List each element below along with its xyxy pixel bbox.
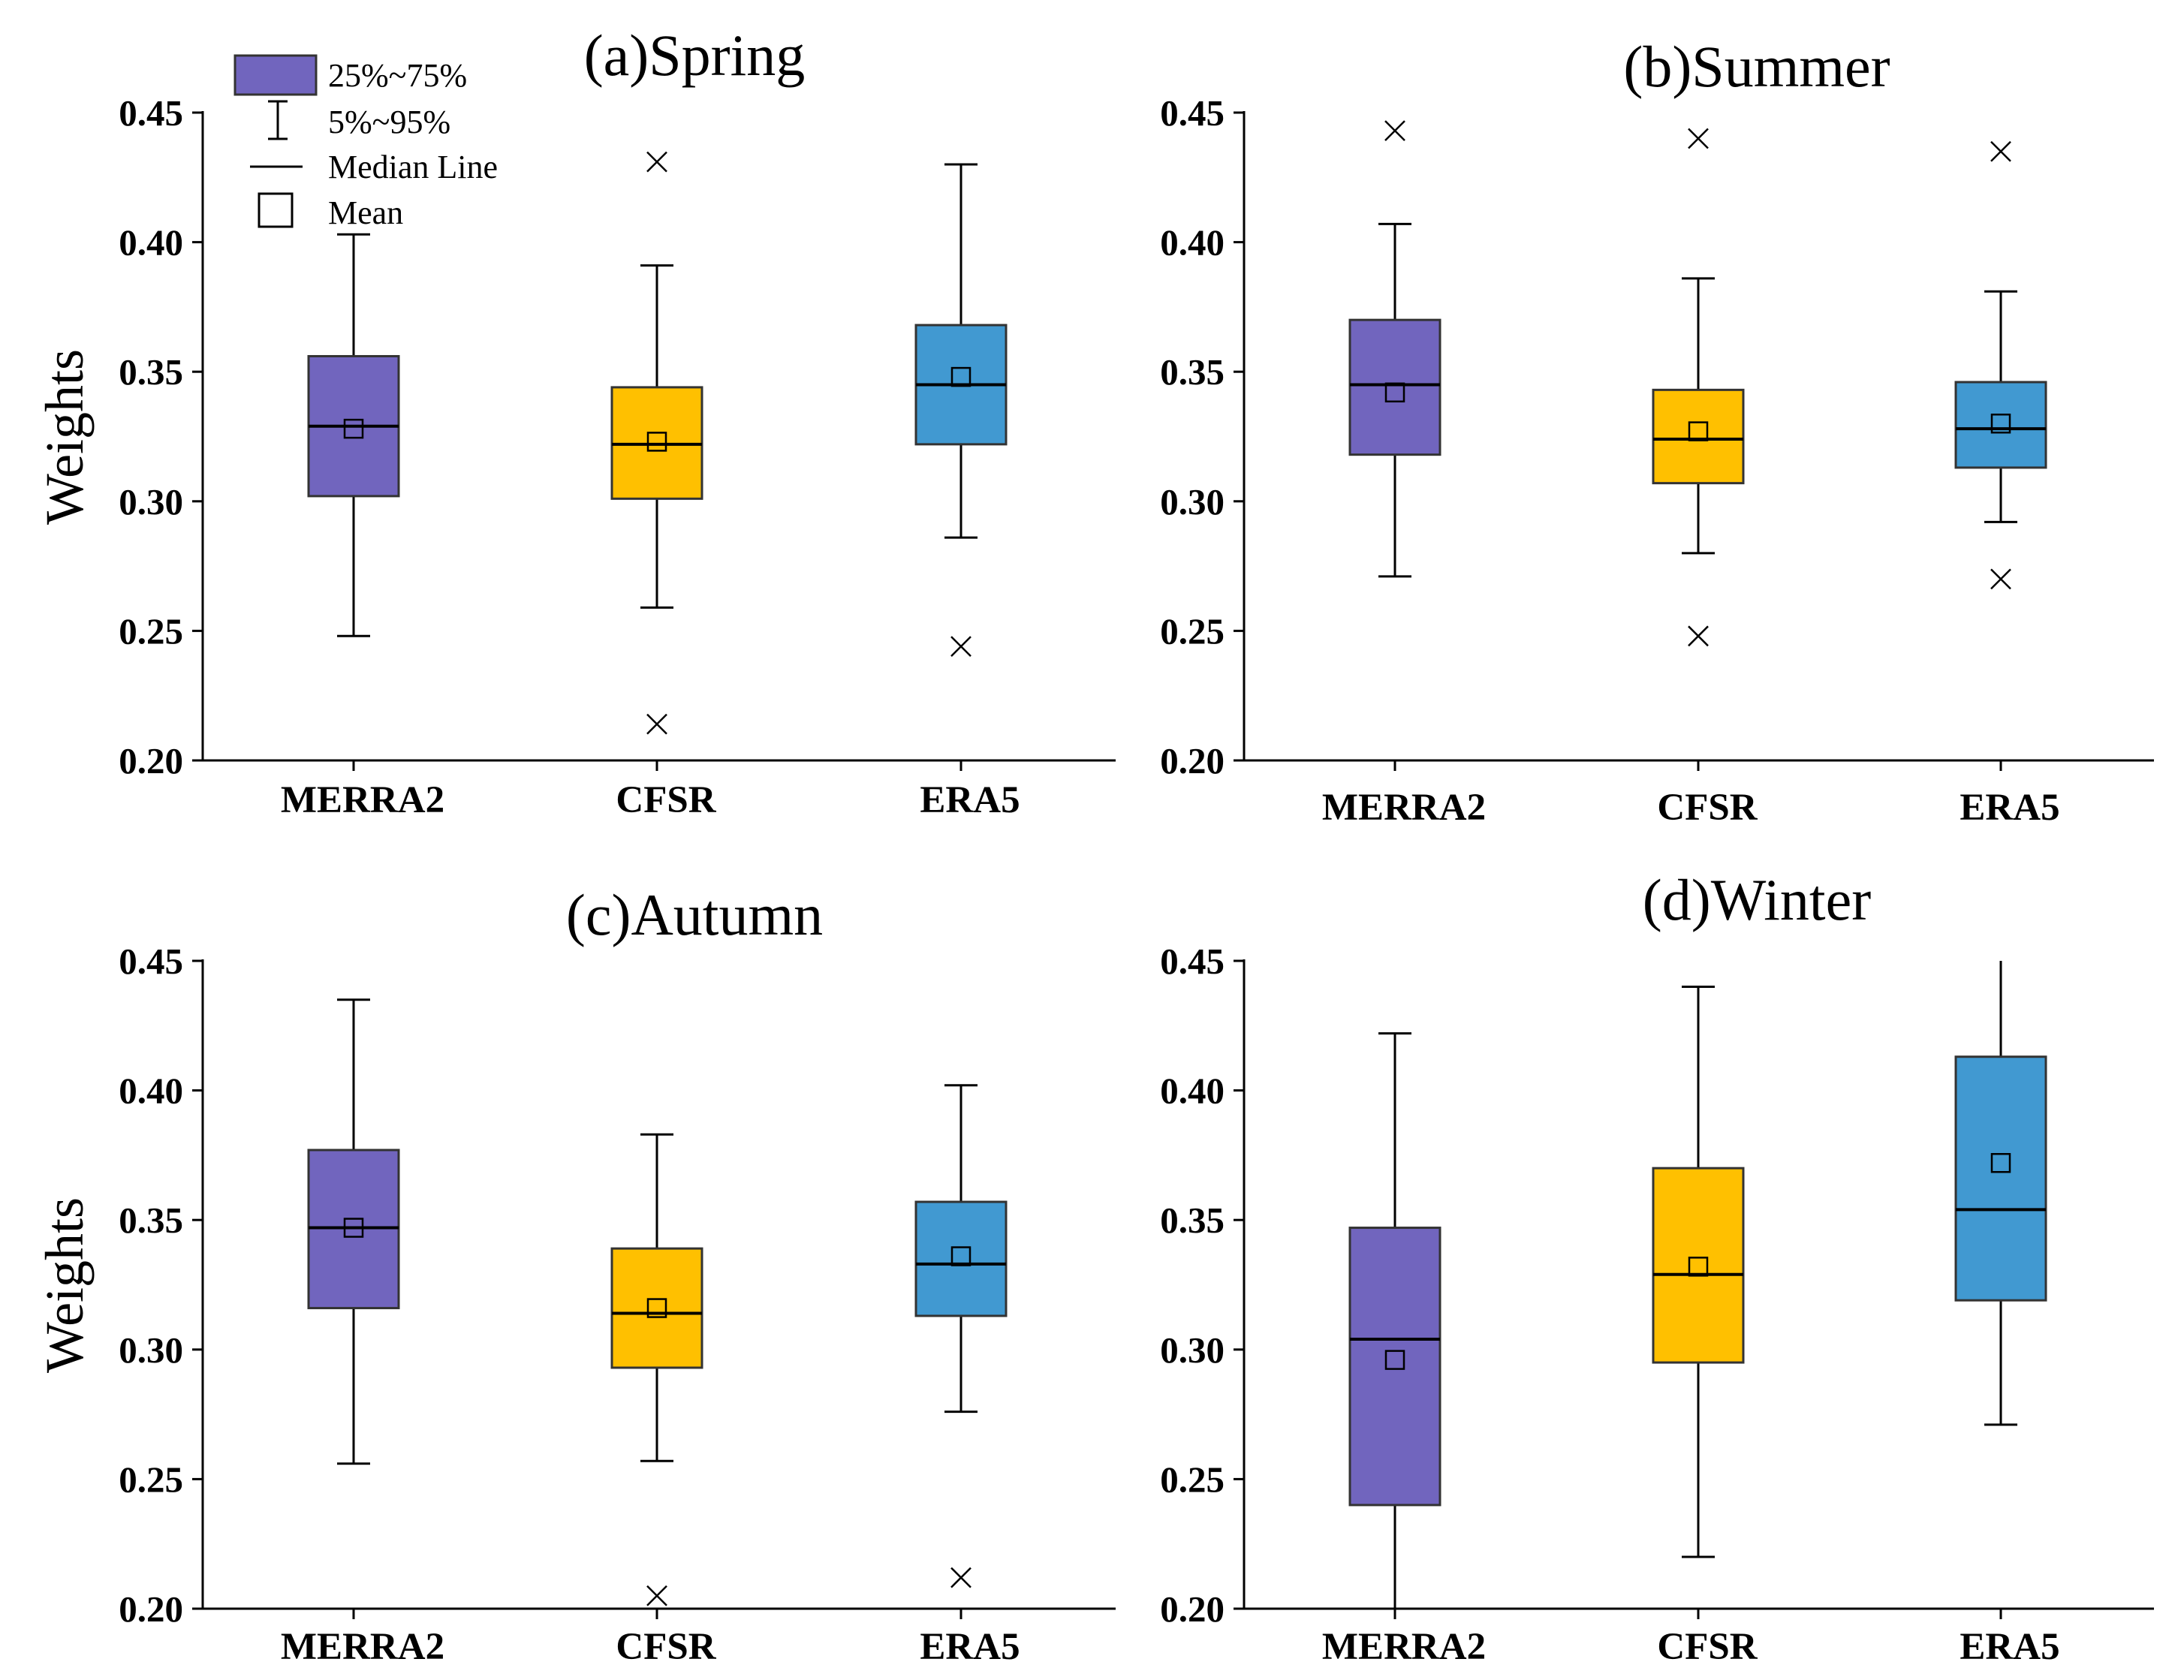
x-tick-label: MERRA2 [281,779,444,821]
y-tick-label: 0.20 [1160,1588,1225,1630]
box-cfsr [610,151,703,735]
mean-marker [950,1246,972,1266]
panels-group: (a)Spring Weights 0.20 0.25 0.30 0.35 0.40 0.45… [35,23,2154,1668]
outlier-marker [1384,120,1405,142]
y-tick-label: 0.45 [1160,941,1225,982]
mean-marker [1384,382,1405,403]
y-tick-label: 0.45 [119,92,183,134]
box-merra2 [1348,120,1441,578]
mean-square-icon [258,192,294,228]
y-tick-label: 0.45 [119,941,183,982]
x-tick-label: ERA5 [1960,1626,2059,1668]
mean-marker [950,366,972,387]
legend-label: Median Line [328,149,498,185]
legend-label: Mean [328,194,403,231]
y-tick-label: 0.40 [1160,222,1225,263]
y-tick-label: 0.35 [1160,351,1225,393]
y-tick-label: 0.20 [119,740,183,781]
outlier-marker [1688,625,1709,647]
x-tick-label: MERRA2 [281,1626,444,1668]
iqr-box [914,1200,1008,1317]
y-tick-label: 0.40 [119,222,183,263]
box-era5 [914,1084,1008,1588]
box-era5 [1954,961,2047,1426]
mean-marker [343,1218,364,1238]
x-tick-label: CFSR [1657,1626,1758,1668]
y-tick-label: 0.35 [119,1200,183,1241]
x-tick-label: ERA5 [920,1626,1020,1668]
panel-winter: (d)Winter 0.20 0.25 0.30 0.35 0.40 0.45 MERRA2 C… [1160,867,2154,1668]
x-tick-label: ERA5 [1960,787,2059,829]
mean-marker [1990,1153,2011,1173]
iqr-box [1652,1167,1745,1364]
y-tick-label: 0.35 [119,351,183,393]
box-merra2 [1348,1032,1441,1609]
y-tick-label: 0.30 [1160,481,1225,522]
outlier-marker [1990,568,2011,590]
y-tick-label: 0.20 [1160,740,1225,781]
iqr-box [1954,1055,2047,1302]
whisker-icon [268,100,288,140]
panel-title: (d)Winter [1643,867,1871,932]
box-era5 [914,163,1008,657]
y-tick-label: 0.40 [1160,1070,1225,1112]
iqr-box [610,1247,703,1369]
x-tick-label: CFSR [616,1626,716,1668]
y-tick-label: 0.30 [1160,1329,1225,1371]
mean-marker [646,1298,667,1318]
outlier-marker [646,1585,667,1606]
y-tick-label: 0.45 [1160,92,1225,134]
mean-marker [646,432,667,452]
y-tick-label: 0.30 [119,1329,183,1371]
iqr-box [1954,381,2047,469]
panel-title: (c)Autumn [566,882,823,947]
mean-marker [1384,1350,1405,1370]
iqr-box [1652,388,1745,485]
outlier-marker [1688,128,1709,149]
box-cfsr [1652,986,1745,1558]
y-tick-label: 0.35 [1160,1200,1225,1241]
panel-title: (a)Spring [584,23,806,88]
x-tick-label: MERRA2 [1322,1626,1486,1668]
y-tick-label: 0.25 [119,610,183,652]
y-tick-label: 0.25 [1160,610,1225,652]
legend: 25%~75% 5%~95% Median Line Mean [233,54,498,231]
mean-marker [1990,413,2011,434]
x-tick-label: CFSR [1657,787,1758,829]
iqr-box [1348,1227,1441,1507]
iqr-box [1348,318,1441,456]
mean-marker [343,418,364,439]
panel-summer: (b)Summer 0.20 0.25 0.30 0.35 0.40 0.45 MERRA2 C… [1160,34,2154,829]
legend-label: 5%~95% [328,104,450,140]
y-axis-label: Weights [35,1197,95,1373]
y-tick-label: 0.20 [119,1588,183,1630]
box-cfsr [610,1133,703,1606]
box-swatch-icon [233,54,318,96]
panel-spring: (a)Spring Weights 0.20 0.25 0.30 0.35 0.40 0.45… [35,23,1116,821]
y-tick-label: 0.40 [119,1070,183,1112]
legend-label: 25%~75% [328,57,467,94]
panel-autumn: (c)Autumn Weights 0.20 0.25 0.30 0.35 0.40 0.45… [35,882,1116,1668]
box-era5 [1954,140,2047,590]
mean-marker [1688,421,1709,441]
x-tick-label: ERA5 [920,779,1020,821]
y-tick-label: 0.25 [1160,1459,1225,1500]
outlier-marker [1990,140,2011,162]
box-cfsr [1652,128,1745,647]
panel-title: (b)Summer [1623,34,1890,99]
y-tick-label: 0.30 [119,481,183,522]
outlier-marker [646,151,667,173]
outlier-marker [950,636,972,657]
x-tick-label: MERRA2 [1322,787,1486,829]
box-merra2 [307,998,400,1465]
box-merra2 [307,233,400,637]
outlier-marker [646,713,667,735]
y-tick-label: 0.25 [119,1459,183,1500]
outlier-marker [950,1567,972,1588]
y-axis-label: Weights [35,349,95,525]
mean-marker [1688,1257,1709,1277]
x-tick-label: CFSR [616,779,716,821]
